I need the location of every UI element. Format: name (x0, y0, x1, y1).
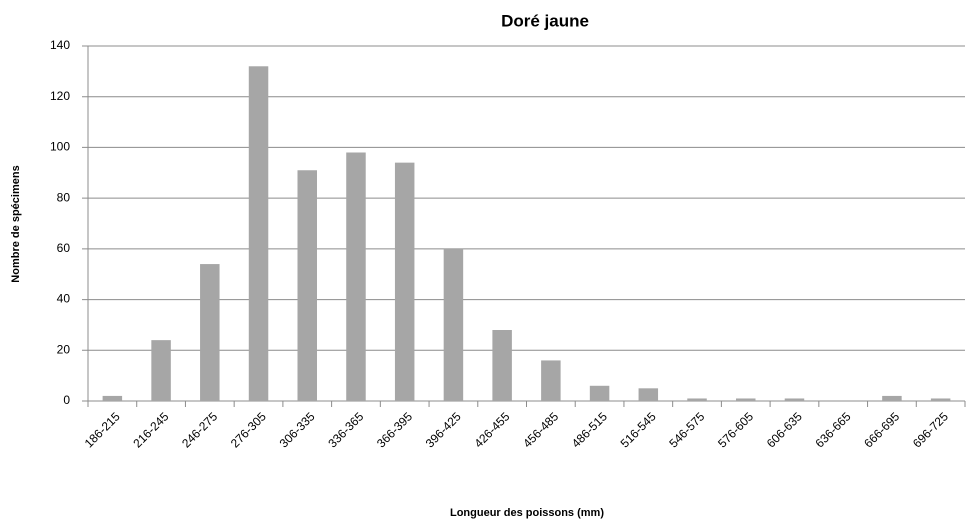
bar (297, 170, 317, 401)
x-tick-label: 366-395 (374, 409, 415, 450)
bar (346, 152, 366, 401)
bar (736, 398, 756, 401)
x-tick-label: 666-695 (861, 409, 902, 450)
bar (248, 66, 269, 402)
bar (882, 395, 902, 401)
x-tick-label: 186-215 (82, 409, 123, 450)
bar (638, 388, 659, 401)
y-tick-label: 40 (57, 292, 71, 306)
bar (443, 248, 464, 401)
x-tick-label: 216-245 (130, 409, 171, 450)
bar (589, 385, 610, 401)
x-tick-label: 426-455 (471, 409, 512, 450)
bar (102, 395, 123, 401)
y-tick-label: 100 (50, 140, 70, 154)
x-tick-label: 456-485 (520, 409, 561, 450)
x-tick-label: 396-425 (423, 409, 464, 450)
bar (687, 398, 707, 401)
bar (151, 340, 171, 401)
x-tick-label: 306-335 (277, 409, 318, 450)
y-tick-label: 140 (50, 38, 70, 52)
chart-title: Doré jaune (501, 11, 589, 30)
x-tick-label: 246-275 (179, 409, 220, 450)
x-tick-label: 696-725 (910, 409, 951, 450)
y-tick-label: 80 (57, 190, 71, 204)
x-tick-label: 606-635 (764, 409, 805, 450)
y-tick-label: 0 (63, 393, 70, 407)
x-axis-title: Longueur des poissons (mm) (450, 507, 604, 519)
x-tick-label: 276-305 (228, 409, 269, 450)
y-axis-title: Nombre de spécimens (10, 165, 22, 282)
x-tick-label: 546-575 (666, 409, 707, 450)
bar (492, 330, 512, 401)
bar (541, 360, 561, 401)
bar (200, 264, 220, 401)
x-tick-label: 636-665 (813, 409, 854, 450)
bar (930, 398, 951, 401)
x-tick-label: 336-365 (325, 409, 366, 450)
y-tick-label: 120 (50, 89, 70, 103)
bar (784, 398, 805, 401)
x-tick-label: 516-545 (618, 409, 659, 450)
bar (394, 162, 415, 401)
x-tick-label: 486-515 (569, 409, 610, 450)
y-tick-label: 20 (57, 342, 71, 356)
x-tick-label: 576-605 (715, 409, 756, 450)
y-tick-label: 60 (57, 241, 71, 255)
